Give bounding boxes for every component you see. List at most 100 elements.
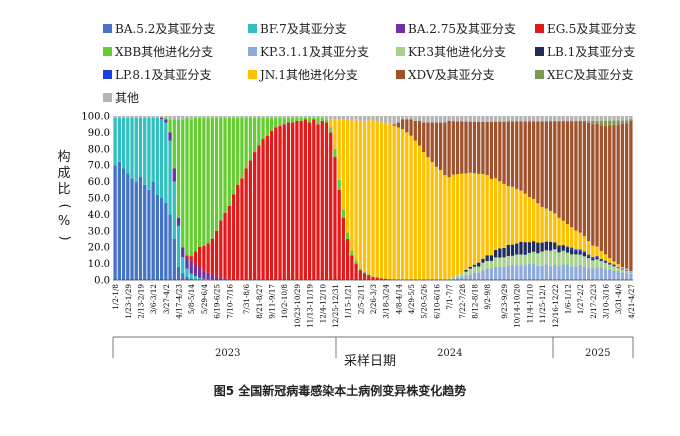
bar-segment (595, 123, 599, 247)
bar-segment (286, 117, 291, 123)
y-tick-label: 30.0 (88, 226, 110, 237)
bar-segment (561, 264, 565, 280)
x-tick-label: 11/25-12/1 (538, 284, 547, 323)
bar-segment (586, 268, 591, 280)
legend-item: XDV及其亚分支 (396, 66, 495, 83)
legend-item: LB.1及其亚分支 (535, 43, 635, 60)
legend-swatch (396, 47, 405, 56)
bar-segment (523, 193, 527, 243)
bar-segment (236, 116, 240, 118)
bar-segment (506, 186, 510, 245)
x-tick-label: 4/8-4/14 (394, 284, 403, 315)
legend-label: LB.1及其亚分支 (547, 45, 636, 59)
bar-segment (223, 116, 227, 118)
x-tick-label: 1/23-1/29 (124, 284, 133, 319)
bar-segment (126, 116, 130, 118)
x-tick-label: 5/20-5/26 (420, 284, 429, 319)
bar-segment (231, 194, 236, 280)
bar-segment (295, 117, 299, 121)
bar-segment (189, 260, 193, 274)
bar-segment (468, 274, 472, 280)
bar-segment (291, 116, 295, 118)
bar-segment (252, 117, 257, 153)
bar-segment (561, 220, 565, 245)
bar-segment (481, 258, 485, 263)
x-tick-label: 7/1-7/7 (445, 284, 454, 310)
bar-segment (493, 116, 498, 122)
bar-segment (126, 173, 130, 280)
bar-segment (540, 206, 544, 243)
bar-segment (113, 117, 117, 166)
bar-segment (527, 121, 532, 198)
bar-segment (625, 270, 629, 271)
bar-segment (612, 264, 616, 267)
bar-segment (625, 270, 629, 273)
bar-segment (214, 116, 219, 118)
bar-segment (464, 173, 468, 270)
bar-segment (540, 116, 544, 122)
bar-segment (608, 269, 612, 280)
bar-segment (599, 116, 603, 121)
bar-segment (350, 120, 354, 251)
bar-segment (426, 122, 430, 157)
bar-segment (202, 117, 206, 246)
bar-segment (384, 278, 388, 280)
bar-segment (603, 116, 608, 121)
bar-segment (544, 241, 548, 251)
bar-segment (578, 254, 582, 265)
bar-segment (544, 121, 548, 209)
bar-segment (455, 121, 460, 175)
bar-segment (629, 116, 633, 120)
x-tick-label: 3/6-3/12 (149, 284, 158, 314)
bar-segment (515, 254, 519, 266)
bar-segment (430, 122, 434, 162)
legend-swatch (396, 70, 405, 79)
y-axis-label-char: ( (57, 203, 72, 209)
bar-segment (455, 277, 460, 280)
bar-segment (523, 242, 527, 255)
bar-segment (629, 273, 633, 280)
bar-segment (278, 116, 282, 118)
bar-segment (375, 277, 379, 280)
bar-segment (240, 116, 244, 118)
bar-segment (489, 255, 494, 261)
bar-segment (155, 117, 160, 195)
bar-segment (527, 197, 532, 243)
bar-segment (586, 122, 591, 242)
bar-segment (189, 256, 193, 261)
bar-segment (316, 124, 320, 280)
x-axis-label: 采样日期 (344, 354, 397, 369)
legend-label: 其他 (115, 91, 140, 105)
bar-segment (540, 251, 544, 266)
bar-segment (625, 120, 629, 124)
x-tick-label: 11/4-11/10 (525, 284, 534, 324)
bar-segment (193, 279, 198, 280)
bar-segment (367, 116, 371, 121)
bar-segment (586, 254, 591, 257)
bar-segment (561, 116, 565, 122)
bar-segment (578, 232, 582, 250)
bar-segment (329, 116, 333, 120)
bar-segment (536, 203, 540, 243)
bar-segment (599, 120, 603, 126)
bar-segment (430, 116, 434, 123)
bar-segment (570, 254, 574, 267)
bar-segment (143, 116, 147, 118)
bar-segment (472, 121, 477, 174)
bar-segment (629, 120, 633, 272)
bar-segment (265, 116, 269, 118)
bar-segment (434, 116, 439, 123)
bar-segment (291, 122, 295, 280)
bar-segment (574, 254, 578, 267)
x-tick-label: 12/25-12/31 (331, 284, 340, 328)
bar-segment (557, 217, 561, 246)
bar-segment (210, 274, 214, 280)
bar-segment (333, 148, 337, 157)
bar-segment (561, 244, 565, 246)
bar-segment (616, 125, 620, 265)
bar-segment (608, 262, 612, 265)
bar-segment (337, 179, 341, 190)
bar-segment (198, 277, 202, 280)
bar-segment (176, 116, 181, 120)
bar-segment (523, 254, 527, 266)
